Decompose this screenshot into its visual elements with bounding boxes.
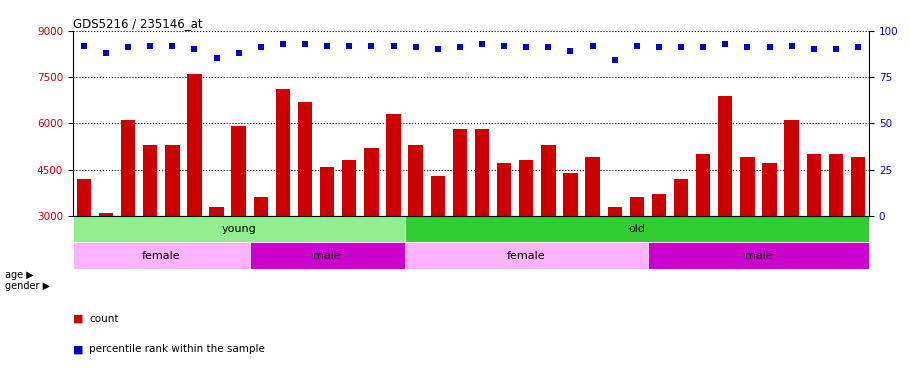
Text: percentile rank within the sample: percentile rank within the sample: [89, 344, 265, 354]
Text: old: old: [628, 224, 645, 234]
Point: [342, 43, 357, 49]
Bar: [231, 126, 246, 216]
Bar: [541, 145, 555, 216]
Point: [806, 46, 821, 52]
Point: [121, 44, 136, 50]
Text: ■: ■: [73, 314, 84, 324]
Bar: [405, 242, 648, 269]
Point: [98, 50, 113, 56]
Point: [386, 43, 400, 49]
Point: [254, 44, 268, 50]
Point: [784, 43, 799, 49]
Bar: [364, 148, 379, 216]
Text: female: female: [142, 251, 180, 261]
Point: [143, 43, 157, 49]
Bar: [73, 216, 405, 242]
Bar: [76, 179, 91, 216]
Point: [231, 50, 246, 56]
Point: [475, 41, 490, 47]
Point: [740, 44, 754, 50]
Bar: [320, 167, 334, 216]
Bar: [276, 89, 290, 216]
Bar: [829, 154, 843, 216]
Bar: [143, 145, 157, 216]
Bar: [342, 161, 357, 216]
Bar: [254, 197, 268, 216]
Point: [430, 46, 445, 52]
Point: [829, 46, 844, 52]
Point: [718, 41, 733, 47]
Bar: [387, 114, 400, 216]
Text: male: male: [313, 251, 341, 261]
Point: [763, 44, 777, 50]
Text: gender ▶: gender ▶: [5, 281, 50, 291]
Point: [298, 41, 312, 47]
Point: [497, 43, 511, 49]
Text: count: count: [89, 314, 118, 324]
Point: [364, 43, 379, 49]
Bar: [585, 157, 600, 216]
Point: [276, 41, 290, 47]
Point: [673, 44, 688, 50]
Bar: [630, 197, 644, 216]
Point: [452, 44, 467, 50]
Bar: [648, 242, 869, 269]
Point: [851, 44, 865, 50]
Point: [630, 43, 644, 49]
Bar: [674, 179, 688, 216]
Point: [652, 44, 666, 50]
Text: female: female: [507, 251, 545, 261]
Bar: [784, 120, 799, 216]
Bar: [652, 194, 666, 216]
Bar: [165, 145, 179, 216]
Text: male: male: [744, 251, 773, 261]
Bar: [740, 157, 754, 216]
Bar: [405, 216, 869, 242]
Bar: [563, 173, 578, 216]
Point: [563, 48, 578, 54]
Bar: [298, 102, 312, 216]
Bar: [608, 207, 622, 216]
Bar: [718, 96, 733, 216]
Bar: [452, 129, 467, 216]
Point: [585, 43, 600, 49]
Bar: [696, 154, 711, 216]
Bar: [209, 207, 224, 216]
Point: [165, 43, 179, 49]
Point: [76, 43, 91, 49]
Bar: [806, 154, 821, 216]
Bar: [99, 213, 113, 216]
Text: young: young: [221, 224, 256, 234]
Point: [409, 44, 423, 50]
Point: [519, 44, 533, 50]
Bar: [73, 242, 249, 269]
Bar: [121, 120, 136, 216]
Point: [187, 46, 202, 52]
Bar: [187, 74, 202, 216]
Bar: [497, 164, 511, 216]
Text: ■: ■: [73, 344, 84, 354]
Point: [696, 44, 711, 50]
Text: GDS5216 / 235146_at: GDS5216 / 235146_at: [73, 17, 202, 30]
Bar: [851, 157, 865, 216]
Bar: [430, 176, 445, 216]
Bar: [763, 164, 777, 216]
Point: [209, 55, 224, 61]
Text: age ▶: age ▶: [5, 270, 34, 280]
Bar: [519, 161, 533, 216]
Bar: [409, 145, 423, 216]
Bar: [475, 129, 490, 216]
Point: [607, 57, 622, 63]
Point: [541, 44, 556, 50]
Bar: [249, 242, 405, 269]
Point: [320, 43, 335, 49]
